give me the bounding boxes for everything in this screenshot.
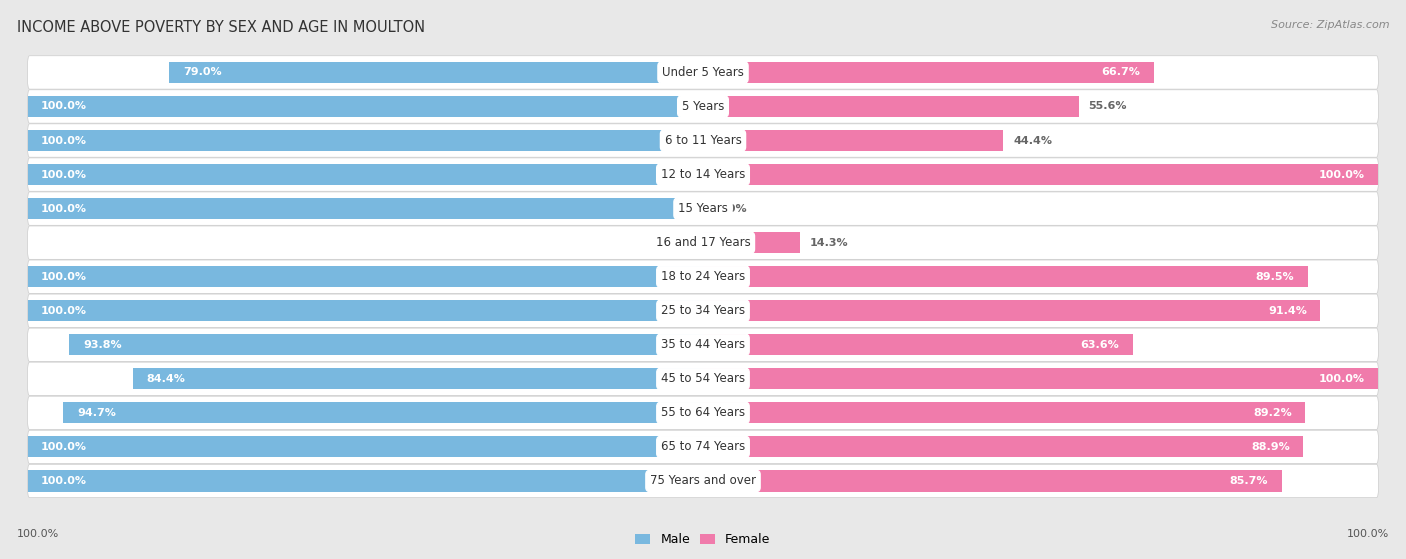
- Text: 44.4%: 44.4%: [1012, 135, 1052, 145]
- FancyBboxPatch shape: [28, 124, 1378, 157]
- Text: 0.0%: 0.0%: [717, 203, 747, 214]
- Text: 100.0%: 100.0%: [17, 529, 59, 539]
- Bar: [28, 471, 703, 491]
- Text: 66.7%: 66.7%: [1101, 68, 1140, 78]
- Bar: [28, 130, 703, 151]
- Text: 55 to 64 Years: 55 to 64 Years: [661, 406, 745, 419]
- Text: 5 Years: 5 Years: [682, 100, 724, 113]
- Text: 100.0%: 100.0%: [41, 442, 87, 452]
- Text: 6 to 11 Years: 6 to 11 Years: [665, 134, 741, 147]
- Text: 88.9%: 88.9%: [1251, 442, 1289, 452]
- Text: 12 to 14 Years: 12 to 14 Years: [661, 168, 745, 181]
- FancyBboxPatch shape: [28, 430, 1378, 463]
- Text: 15 Years: 15 Years: [678, 202, 728, 215]
- FancyBboxPatch shape: [28, 465, 1378, 498]
- Bar: [28, 96, 703, 117]
- Text: 100.0%: 100.0%: [41, 272, 87, 282]
- Text: 91.4%: 91.4%: [1268, 306, 1306, 316]
- Bar: [169, 62, 703, 83]
- FancyBboxPatch shape: [28, 294, 1378, 328]
- Text: 100.0%: 100.0%: [41, 102, 87, 111]
- Text: 14.3%: 14.3%: [810, 238, 848, 248]
- Text: Under 5 Years: Under 5 Years: [662, 66, 744, 79]
- Text: 75 Years and over: 75 Years and over: [650, 475, 756, 487]
- Bar: [28, 164, 703, 185]
- Bar: [703, 232, 800, 253]
- Text: 85.7%: 85.7%: [1230, 476, 1268, 486]
- Text: 63.6%: 63.6%: [1080, 340, 1119, 350]
- FancyBboxPatch shape: [28, 396, 1378, 429]
- Text: 16 and 17 Years: 16 and 17 Years: [655, 236, 751, 249]
- Text: 93.8%: 93.8%: [83, 340, 121, 350]
- Text: 84.4%: 84.4%: [146, 374, 186, 384]
- Bar: [134, 368, 703, 390]
- Text: 100.0%: 100.0%: [41, 169, 87, 179]
- Text: 100.0%: 100.0%: [41, 203, 87, 214]
- Text: 55.6%: 55.6%: [1088, 102, 1128, 111]
- Bar: [703, 334, 1133, 356]
- FancyBboxPatch shape: [28, 328, 1378, 362]
- Text: 100.0%: 100.0%: [1347, 529, 1389, 539]
- Text: 65 to 74 Years: 65 to 74 Years: [661, 440, 745, 453]
- Text: 100.0%: 100.0%: [41, 306, 87, 316]
- Bar: [703, 437, 1303, 457]
- Text: 94.7%: 94.7%: [77, 408, 115, 418]
- Bar: [63, 402, 703, 423]
- Text: 18 to 24 Years: 18 to 24 Years: [661, 270, 745, 283]
- Text: 100.0%: 100.0%: [1319, 374, 1365, 384]
- Text: 100.0%: 100.0%: [41, 476, 87, 486]
- Bar: [703, 96, 1078, 117]
- Bar: [28, 437, 703, 457]
- Legend: Male, Female: Male, Female: [630, 528, 776, 551]
- Text: 45 to 54 Years: 45 to 54 Years: [661, 372, 745, 385]
- Bar: [703, 130, 1002, 151]
- Text: 25 to 34 Years: 25 to 34 Years: [661, 304, 745, 318]
- Text: 89.5%: 89.5%: [1256, 272, 1294, 282]
- FancyBboxPatch shape: [28, 226, 1378, 259]
- Bar: [703, 164, 1378, 185]
- Bar: [28, 198, 703, 219]
- Bar: [703, 402, 1306, 423]
- FancyBboxPatch shape: [28, 192, 1378, 225]
- FancyBboxPatch shape: [28, 158, 1378, 191]
- Text: 35 to 44 Years: 35 to 44 Years: [661, 338, 745, 351]
- Bar: [28, 300, 703, 321]
- FancyBboxPatch shape: [28, 362, 1378, 396]
- Text: 79.0%: 79.0%: [183, 68, 222, 78]
- Bar: [703, 266, 1308, 287]
- Text: 0.0%: 0.0%: [659, 238, 689, 248]
- Bar: [703, 300, 1320, 321]
- Bar: [703, 471, 1282, 491]
- Text: 100.0%: 100.0%: [1319, 169, 1365, 179]
- FancyBboxPatch shape: [28, 90, 1378, 123]
- Text: Source: ZipAtlas.com: Source: ZipAtlas.com: [1271, 20, 1389, 30]
- Bar: [703, 368, 1378, 390]
- Bar: [69, 334, 703, 356]
- Text: INCOME ABOVE POVERTY BY SEX AND AGE IN MOULTON: INCOME ABOVE POVERTY BY SEX AND AGE IN M…: [17, 20, 425, 35]
- Text: 89.2%: 89.2%: [1253, 408, 1292, 418]
- FancyBboxPatch shape: [28, 260, 1378, 293]
- Bar: [703, 62, 1153, 83]
- FancyBboxPatch shape: [28, 56, 1378, 89]
- Text: 100.0%: 100.0%: [41, 135, 87, 145]
- Bar: [28, 266, 703, 287]
